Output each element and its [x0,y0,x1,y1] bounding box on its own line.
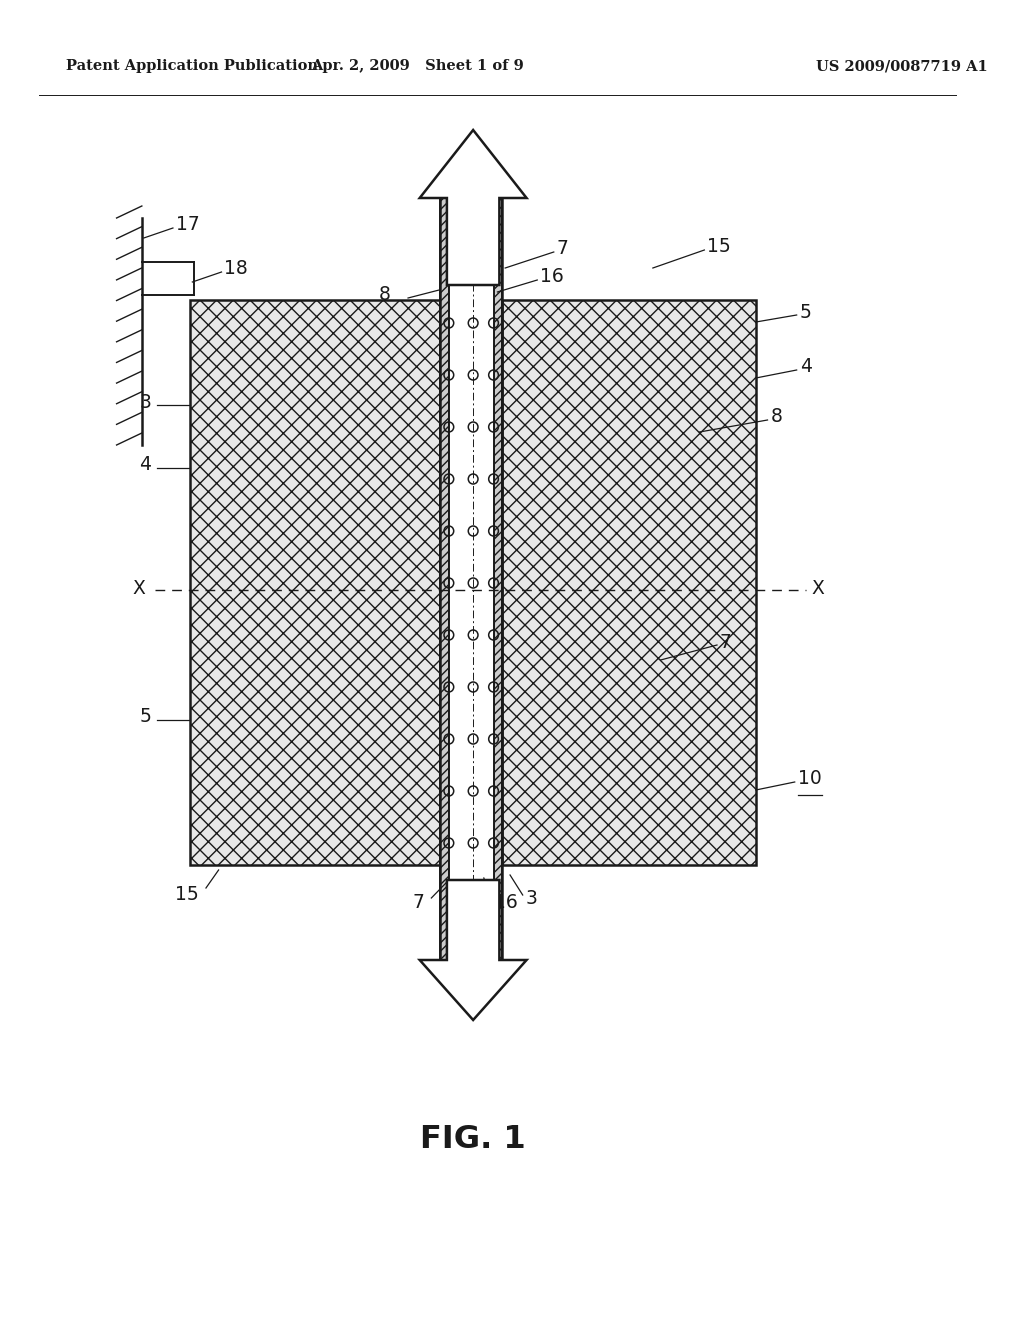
Text: 5: 5 [139,708,152,726]
Bar [440,195,449,970]
Text: FIG. 1: FIG. 1 [420,1125,526,1155]
Text: 4: 4 [800,358,812,376]
Text: US 2009/0087719 A1: US 2009/0087719 A1 [816,59,988,73]
Text: 4: 4 [139,455,152,474]
Text: 7: 7 [720,632,732,652]
Bar [494,195,503,970]
Text: 5: 5 [800,302,811,322]
Text: 17: 17 [176,215,200,235]
Text: 3: 3 [525,890,538,908]
Text: 15: 15 [175,886,199,904]
Text: 16: 16 [494,892,517,912]
Text: X: X [811,578,824,598]
Text: 8: 8 [379,285,390,305]
Polygon shape [420,880,526,1020]
Text: 16: 16 [541,268,564,286]
Text: Patent Application Publication: Patent Application Publication [67,59,318,73]
Text: 15: 15 [708,238,731,256]
Text: 7: 7 [413,892,425,912]
Text: 10: 10 [798,770,821,788]
Text: X: X [133,578,145,598]
Text: 18: 18 [224,260,248,279]
Text: 8: 8 [770,408,782,426]
Polygon shape [420,129,526,285]
Text: Apr. 2, 2009   Sheet 1 of 9: Apr. 2, 2009 Sheet 1 of 9 [311,59,524,73]
Bar [503,300,756,865]
Text: 3: 3 [139,392,152,412]
Bar [190,300,440,865]
Bar [449,195,494,970]
Text: 7: 7 [557,239,568,259]
